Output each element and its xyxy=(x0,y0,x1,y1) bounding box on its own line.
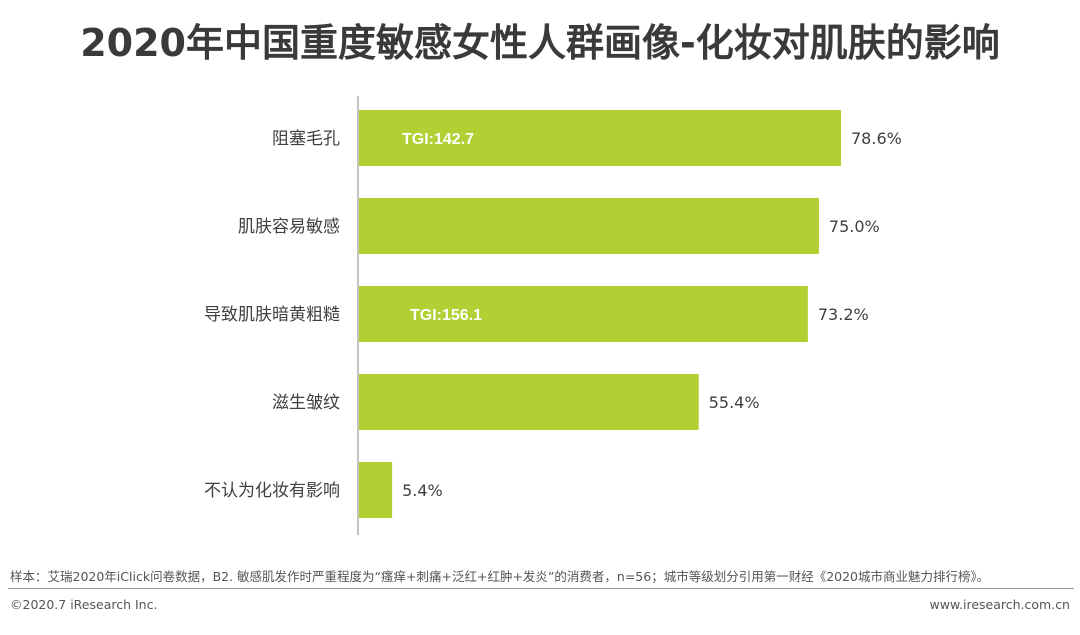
category-label: 导致肌肤暗黄粗糙 xyxy=(204,305,340,325)
value-label: 73.2% xyxy=(818,305,869,324)
bar xyxy=(359,462,393,518)
tgi-annotation: TGI:156.1 xyxy=(410,307,482,324)
category-label: 阻塞毛孔 xyxy=(272,129,340,149)
bars-layer: 阻塞毛孔 78.6% 肌肤容易敏感 75.0% 导致肌肤暗黄粗糙 73.2% 滋生皱纹 55.… xyxy=(204,96,902,535)
tgi-annotation: TGI:142.7 xyxy=(402,131,474,148)
value-label: 78.6% xyxy=(851,129,902,148)
value-label: 75.0% xyxy=(829,217,880,236)
bar xyxy=(359,198,819,254)
sample-note: 样本：艾瑞2020年iClick问卷数据，B2. 敏感肌发作时严重程度为“瘙痒+… xyxy=(10,569,990,584)
value-label: 55.4% xyxy=(709,393,760,412)
bar xyxy=(359,374,699,430)
copyright: ©2020.7 iResearch Inc. xyxy=(10,597,158,612)
category-label: 滋生皱纹 xyxy=(272,393,340,413)
bar xyxy=(359,110,841,166)
value-label: 5.4% xyxy=(402,481,443,500)
website-link[interactable]: www.iresearch.com.cn xyxy=(929,597,1071,612)
category-label: 不认为化妆有影响 xyxy=(204,481,340,501)
category-label: 肌肤容易敏感 xyxy=(238,217,340,237)
bar xyxy=(359,286,808,342)
bar-chart: 阻塞毛孔 78.6% 肌肤容易敏感 75.0% 导致肌肤暗黄粗糙 73.2% 滋生皱纹 55.… xyxy=(204,96,902,535)
footer-divider xyxy=(8,588,1074,589)
chart-title: 2020年中国重度敏感女性人群画像-化妆对肌肤的影响 xyxy=(80,21,1000,65)
